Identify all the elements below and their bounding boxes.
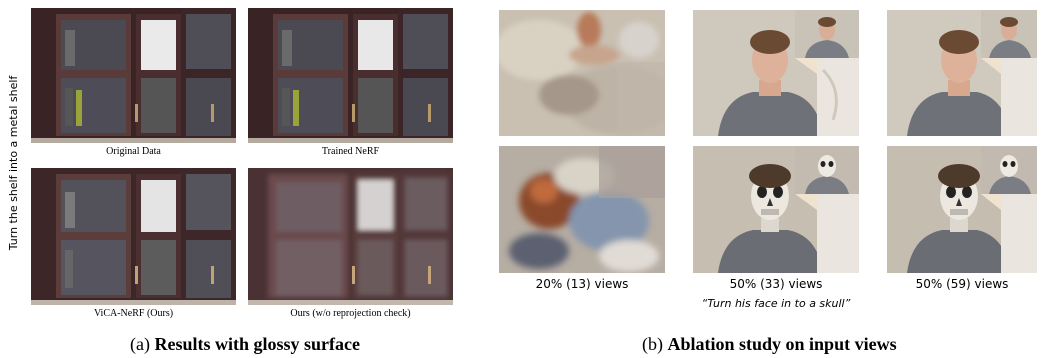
ablation-original-33views [693, 10, 859, 136]
ablation-vica-20pct [499, 146, 665, 273]
shelf-caption-without-reprojection: Ours (w/o reprojection check) [290, 308, 411, 319]
column-label-13-views: 20% (13) views [535, 277, 629, 291]
column-label-33-views: 50% (33) views [729, 277, 823, 291]
panel-b-caption-title: Ablation study on input views [667, 334, 897, 354]
shelf-image-trained-nerf [248, 8, 453, 143]
panel-a-side-label: Turn the shelf into a metal shelf [7, 75, 20, 251]
panel-a-caption-prefix: (a) [130, 334, 155, 354]
ablation-vica-33views [693, 146, 859, 273]
shelf-caption-trained-nerf: Trained NeRF [321, 146, 380, 157]
shelf-image-original [31, 8, 236, 143]
ablation-original-59views [887, 10, 1037, 136]
shelf-caption-original: Original Data [106, 146, 161, 157]
ablation-original-20pct [499, 10, 665, 136]
edit-prompt: “Turn his face in to a skull” [701, 297, 851, 310]
shelf-caption-vica-nerf: ViCA-NeRF (Ours) [93, 308, 174, 319]
panel-a-caption: (a) Results with glossy surface [130, 334, 360, 355]
panel-a-caption-title: Results with glossy surface [154, 334, 360, 354]
ablation-vica-59views [887, 146, 1037, 273]
panel-b-caption: (b) Ablation study on input views [642, 334, 897, 355]
shelf-image-vica-nerf [31, 168, 236, 305]
shelf-image-without-reprojection [248, 168, 453, 305]
panel-b-caption-prefix: (b) [642, 334, 668, 354]
column-label-59-views: 50% (59) views [915, 277, 1009, 291]
